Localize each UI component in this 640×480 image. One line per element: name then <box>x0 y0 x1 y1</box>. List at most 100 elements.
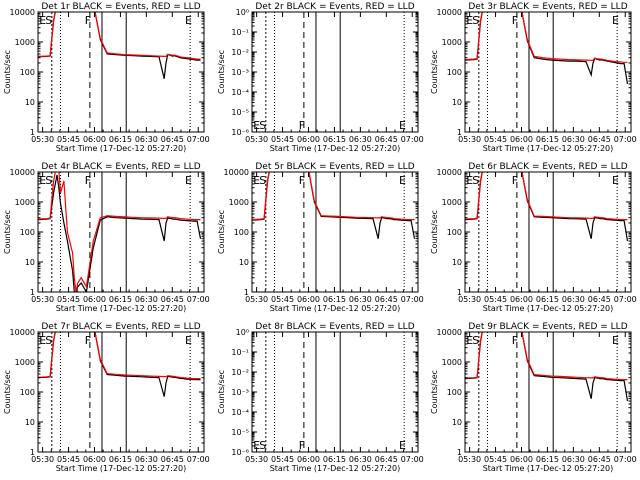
events-series-line <box>465 332 629 402</box>
y-tick-label: 1000 <box>442 358 462 367</box>
x-tick-label: 06:00 <box>510 455 533 464</box>
x-tick-label: 07:00 <box>614 295 637 304</box>
events-series-line <box>465 172 629 242</box>
x-tick-label: 06:45 <box>161 295 184 304</box>
panel-title: Det 9r BLACK = Events, RED = LLD <box>468 322 627 332</box>
y-tick-label: 100 <box>447 68 462 77</box>
phase-marker-e: E <box>466 14 473 27</box>
plot-frame <box>37 171 205 293</box>
y-tick-label: 10000 <box>10 168 35 177</box>
x-tick-label: 06:30 <box>135 295 158 304</box>
plot-frame <box>37 331 205 453</box>
phase-marker-e: E <box>185 334 192 347</box>
y-tick-label: 10 <box>452 98 462 107</box>
x-tick-label: 05:30 <box>458 455 481 464</box>
series-group <box>465 12 629 84</box>
y-tick-label: 10000 <box>437 8 462 17</box>
lld-series-line <box>465 172 628 221</box>
phase-marker-e: E <box>612 334 619 347</box>
x-tick-label: 06:30 <box>349 135 372 144</box>
x-axis-label: Start Time (17-Dec-12 05:27:20) <box>483 304 614 313</box>
x-tick-label: 05:45 <box>57 135 80 144</box>
x-tick-label: 06:45 <box>161 455 184 464</box>
phase-marker-f: F <box>512 334 518 347</box>
y-tick-label: 1 <box>457 128 462 137</box>
y-axis-label: Counts/sec <box>430 50 439 94</box>
x-tick-label: 06:15 <box>323 455 346 464</box>
y-tick-label: 10 <box>25 418 35 427</box>
y-tick-label: 10 <box>25 98 35 107</box>
panel-title: Det 5r BLACK = Events, RED = LLD <box>255 162 414 172</box>
x-tick-label: 05:30 <box>245 295 268 304</box>
x-tick-label: 07:00 <box>614 135 637 144</box>
x-tick-label: 05:45 <box>271 295 294 304</box>
y-tick-label: 10⁻¹ <box>231 28 249 37</box>
phase-marker-e: E <box>39 14 46 27</box>
x-tick-label: 06:00 <box>510 295 533 304</box>
x-axis-label: Start Time (17-Dec-12 05:27:20) <box>270 464 401 473</box>
phase-marker-e: E <box>612 174 619 187</box>
y-tick-label: 10⁻³ <box>231 388 249 397</box>
series-group <box>38 172 202 292</box>
phase-marker-e: E <box>466 174 473 187</box>
x-tick-label: 06:45 <box>161 135 184 144</box>
phase-marker-f: F <box>85 334 91 347</box>
phase-marker-e: E <box>185 14 192 27</box>
phase-marker-e: E <box>612 14 619 27</box>
phase-marker-e: E <box>253 174 260 187</box>
y-tick-label: 1 <box>244 288 249 297</box>
x-tick-label: 05:45 <box>484 455 507 464</box>
y-tick-label: 10⁰ <box>236 8 249 17</box>
x-tick-label: 06:45 <box>375 455 398 464</box>
plot-frame <box>464 171 632 293</box>
x-tick-label: 06:00 <box>510 135 533 144</box>
plot-frame <box>37 11 205 133</box>
phase-marker-f: F <box>512 14 518 27</box>
panel-title: Det 3r BLACK = Events, RED = LLD <box>468 2 627 12</box>
y-tick-label: 10000 <box>437 168 462 177</box>
phase-marker-e: E <box>399 119 406 132</box>
x-tick-label: 06:00 <box>297 295 320 304</box>
y-axis-label: Counts/sec <box>217 210 226 254</box>
y-tick-label: 10000 <box>224 168 249 177</box>
x-tick-label: 06:30 <box>562 135 585 144</box>
phase-marker-e: E <box>39 334 46 347</box>
y-tick-label: 1000 <box>442 38 462 47</box>
phase-marker-e: E <box>253 439 260 452</box>
x-tick-label: 05:45 <box>57 295 80 304</box>
x-tick-label: 06:45 <box>375 135 398 144</box>
y-tick-label: 1 <box>457 448 462 457</box>
x-tick-label: 06:00 <box>83 295 106 304</box>
y-tick-label: 10⁻⁵ <box>231 108 249 117</box>
plot-frame <box>251 11 419 133</box>
x-tick-label: 06:30 <box>349 455 372 464</box>
y-tick-label: 10000 <box>437 328 462 337</box>
x-tick-label: 05:30 <box>31 135 54 144</box>
panel-title: Det 4r BLACK = Events, RED = LLD <box>41 162 200 172</box>
lld-series-line <box>38 172 201 292</box>
x-axis-label: Start Time (17-Dec-12 05:27:20) <box>270 304 401 313</box>
phase-marker-e: E <box>399 174 406 187</box>
y-tick-label: 10⁻¹ <box>231 348 249 357</box>
phase-marker-s: S <box>472 14 479 27</box>
y-tick-label: 10000 <box>10 8 35 17</box>
x-tick-label: 06:45 <box>375 295 398 304</box>
x-tick-label: 05:45 <box>57 455 80 464</box>
plot-frame <box>251 331 419 453</box>
x-tick-label: 06:30 <box>135 455 158 464</box>
y-tick-label: 10⁻⁵ <box>231 428 249 437</box>
events-series-line <box>252 172 416 239</box>
x-tick-label: 05:45 <box>271 455 294 464</box>
y-tick-label: 100 <box>447 228 462 237</box>
phase-marker-f: F <box>85 174 91 187</box>
y-axis-label: Counts/sec <box>430 370 439 414</box>
series-group <box>465 172 629 242</box>
y-axis-label: Counts/sec <box>3 210 12 254</box>
